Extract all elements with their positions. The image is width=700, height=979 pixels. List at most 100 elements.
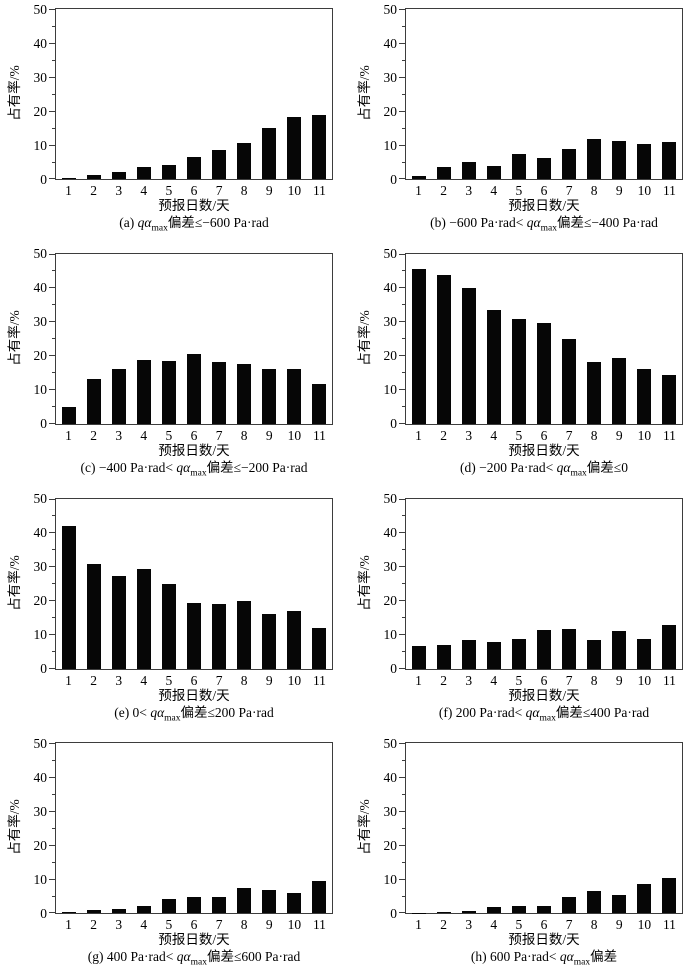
x-tick-label: 6 — [190, 183, 198, 198]
plot-area-b: 0 10 20 30 40 50 1 2 3 4 5 6 7 8 9 10 11 — [384, 2, 683, 198]
y-tick-label: 20 — [33, 348, 48, 364]
y-major-tick — [49, 912, 55, 914]
bar — [436, 912, 451, 914]
y-minor-tick — [402, 25, 405, 27]
y-minor-tick — [52, 895, 55, 897]
x-tick-label: 8 — [590, 183, 598, 198]
x-tick-label: 10 — [637, 917, 652, 933]
y-tick-label: 50 — [33, 246, 48, 262]
caption-subscript: max — [573, 957, 591, 968]
bar — [486, 309, 501, 424]
bar — [537, 630, 551, 669]
y-tick-label: 0 — [40, 905, 47, 921]
bar — [511, 153, 526, 179]
y-tick-label: 0 — [40, 661, 47, 676]
bar — [287, 892, 302, 914]
y-minor-tick — [402, 304, 405, 306]
y-minor-tick — [52, 93, 55, 95]
x-tick-label: 10 — [637, 183, 652, 198]
x-axis-label: 预报日数/天 — [158, 442, 230, 458]
x-tick-label: 8 — [240, 183, 248, 198]
y-tick-label: 20 — [383, 348, 398, 364]
y-minor-tick — [52, 759, 55, 761]
y-major-tick — [399, 76, 405, 78]
bar — [262, 890, 277, 914]
y-major-tick — [399, 600, 405, 601]
bar — [136, 568, 151, 669]
plot-area-e: 0 10 20 30 40 50 1 2 3 4 5 6 7 8 9 10 11 — [34, 491, 333, 688]
caption-subscript: max — [164, 713, 181, 724]
y-tick-label: 30 — [383, 803, 398, 819]
x-tick-label: 9 — [615, 672, 623, 688]
caption-prefix: (c) −400 Pa·rad< — [80, 459, 177, 475]
caption-subscript: max — [190, 957, 207, 968]
y-major-tick — [49, 498, 55, 500]
caption-suffix: 偏差≤600 Pa·rad — [206, 949, 301, 965]
y-minor-tick — [402, 583, 405, 584]
bar — [136, 360, 151, 424]
y-tick-label: 20 — [383, 103, 398, 119]
y-tick-label: 20 — [383, 593, 398, 608]
y-tick-label: 30 — [33, 69, 48, 85]
bar — [461, 288, 476, 424]
panel-caption-h: (h) 600 Pa·rad< qαmax偏差 — [471, 948, 617, 968]
bar — [662, 877, 677, 914]
y-major-tick — [49, 9, 55, 10]
x-tick-label: 7 — [215, 917, 223, 933]
y-major-tick — [49, 144, 55, 146]
y-tick-label: 50 — [33, 1, 48, 17]
x-tick-label: 5 — [165, 917, 173, 933]
y-tick-label: 20 — [33, 837, 48, 853]
bar — [662, 375, 677, 424]
y-major-tick — [49, 566, 55, 567]
x-tick-label: 2 — [90, 427, 97, 443]
y-major-tick — [399, 110, 405, 112]
y-tick-label: 20 — [33, 593, 48, 608]
y-major-tick — [399, 878, 405, 880]
x-tick-label: 1 — [415, 183, 422, 198]
x-tick-label: 11 — [662, 427, 676, 443]
y-minor-tick — [402, 515, 405, 516]
x-tick-label: 8 — [240, 427, 248, 443]
y-minor-tick — [402, 861, 405, 863]
x-axis-label: 预报日数/天 — [158, 687, 230, 703]
y-tick-label: 10 — [33, 871, 48, 887]
y-minor-tick — [52, 793, 55, 795]
y-major-tick — [49, 844, 55, 846]
bar — [111, 908, 126, 914]
bar — [461, 910, 476, 914]
x-tick-label: 2 — [440, 183, 447, 198]
y-minor-tick — [402, 827, 405, 829]
y-minor-tick — [52, 651, 55, 652]
x-tick-label: 1 — [415, 917, 422, 933]
bar — [86, 378, 101, 424]
y-major-tick — [399, 532, 405, 533]
chart-panel-d: 占有率/% 0 10 20 30 40 50 1 2 3 4 5 6 7 8 9 10 11 预报日数/天 (d… — [350, 245, 700, 490]
panel-caption-f: (f) 200 Pa·rad< qαmax偏差≤400 Pa·rad — [439, 704, 649, 723]
y-tick-label: 0 — [390, 905, 397, 921]
bar — [637, 884, 652, 914]
bar — [161, 898, 176, 914]
y-major-tick — [399, 253, 405, 255]
x-tick-label: 10 — [287, 672, 302, 688]
bar — [287, 368, 302, 424]
bar — [587, 639, 602, 669]
bar — [61, 407, 76, 424]
y-major-tick — [399, 810, 405, 812]
y-tick-label: 0 — [40, 171, 47, 187]
x-tick-label: 9 — [265, 672, 273, 688]
x-tick-label: 6 — [540, 183, 548, 198]
bar — [61, 526, 76, 669]
y-major-tick — [399, 566, 405, 567]
x-tick-label: 6 — [190, 672, 198, 688]
bar — [486, 641, 501, 669]
x-tick-label: 2 — [90, 672, 97, 688]
bar — [237, 142, 252, 179]
y-tick-label: 30 — [33, 803, 48, 819]
y-minor-tick — [402, 793, 405, 795]
x-tick-label: 4 — [490, 427, 498, 443]
y-tick-label: 50 — [383, 1, 398, 17]
bar — [461, 162, 476, 179]
bar — [86, 174, 101, 179]
caption-suffix: 偏差≤−600 Pa·rad — [167, 215, 269, 230]
